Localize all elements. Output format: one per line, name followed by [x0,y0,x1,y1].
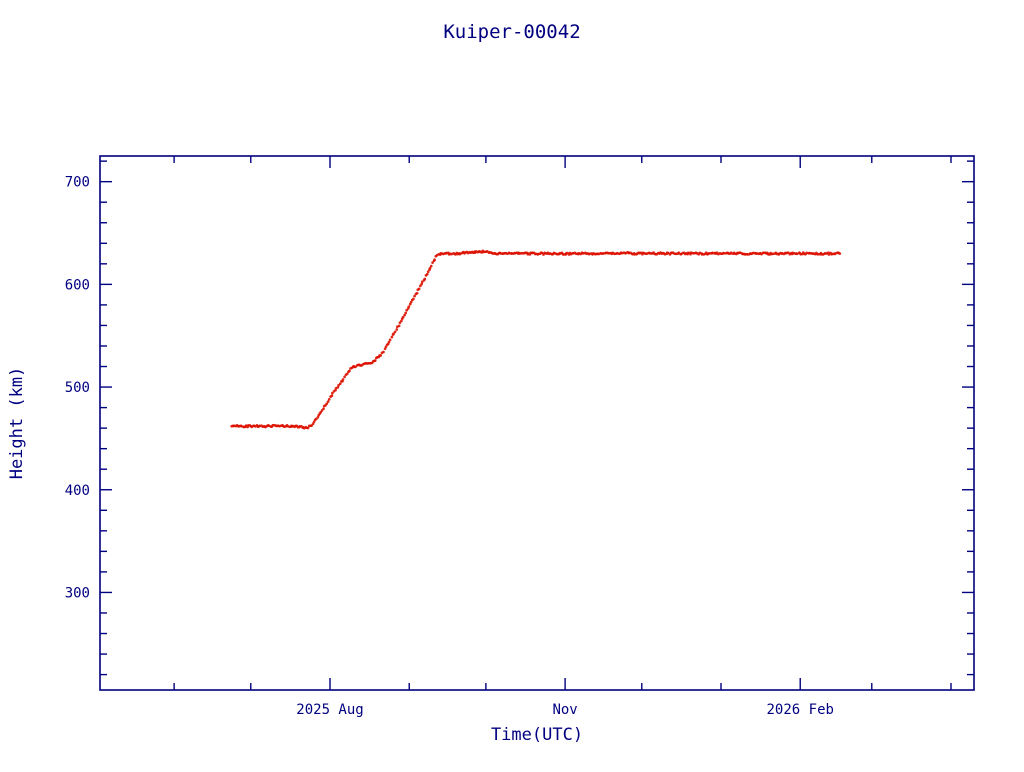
data-point [397,324,401,328]
data-point [420,280,424,284]
data-point [425,272,429,276]
x-tick-label: 2025 Aug [296,702,363,718]
data-point [306,426,310,430]
data-point [384,345,388,349]
data-point [393,330,397,334]
data-point [404,311,408,315]
data-point [338,382,342,386]
data-point [379,354,383,357]
data-point [392,332,395,336]
data-point [331,391,334,395]
y-tick-label: 500 [65,380,90,396]
data-point [412,297,415,301]
y-tick-label: 400 [65,483,90,499]
data-point [417,287,421,291]
data-point [400,319,403,323]
y-tick-label: 700 [65,175,90,191]
chart-title: Kuiper-00042 [443,21,580,43]
data-point [316,415,320,419]
data-point [395,328,399,331]
data-point [330,394,334,398]
data-point [419,284,422,288]
data-point [838,252,842,255]
data-point [677,251,681,255]
x-tick-label: Nov [552,702,577,718]
data-point [426,270,430,274]
data-point [686,251,690,255]
axis-ticks [100,156,974,690]
data-point [388,338,392,342]
data-point [312,420,316,424]
y-tick-label: 300 [65,585,90,601]
data-point [325,402,329,406]
data-point [326,400,330,403]
data-point [382,350,385,354]
data-series [230,249,842,430]
data-point [431,261,434,264]
data-point [423,277,427,281]
y-axis-label: Height (km) [7,367,27,480]
data-point [390,335,394,339]
data-point [336,386,340,389]
data-point [403,313,406,317]
data-point [310,424,313,427]
data-point [341,378,345,381]
x-axis-label: Time(UTC) [491,725,583,745]
data-point [433,258,436,262]
data-point [407,305,411,309]
data-point [429,264,433,268]
tick-labels: 300 400 500 600 700 2025 Aug Nov 2026 Feb [65,175,834,718]
data-point [428,266,432,270]
data-point [345,372,349,376]
y-tick-label: 600 [65,277,90,293]
data-point [795,252,799,256]
data-point [373,359,377,362]
data-point [526,252,530,256]
data-point [401,315,405,319]
plot-axes [99,155,975,691]
data-point [413,294,416,298]
data-point [343,375,346,379]
data-point [415,291,419,295]
data-point [322,407,325,411]
data-point [420,282,424,286]
data-point [327,398,331,401]
x-tick-label: 2026 Feb [767,702,834,718]
data-point [348,369,351,373]
plot-border [99,155,975,691]
data-point [409,300,413,304]
data-point [387,340,391,344]
